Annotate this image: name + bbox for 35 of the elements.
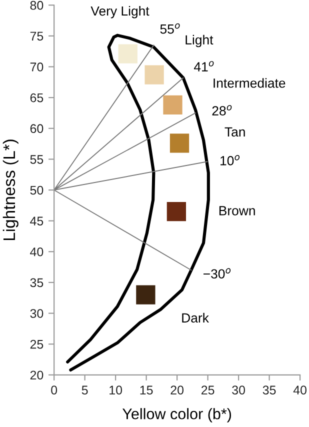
annotation: Light: [186, 34, 214, 48]
annotation: Dark: [182, 312, 209, 323]
y-tick-label: 45: [30, 216, 44, 226]
y-tick-label: 60: [30, 124, 44, 134]
x-tick-label: 15: [140, 386, 153, 395]
y-tick-label: 30: [30, 309, 44, 318]
x-tick-label: 25: [201, 386, 214, 395]
annotation: 55$^{o}$: [160, 23, 180, 34]
y-tick-label: 65: [30, 93, 44, 102]
x-axis-title: Yellow color (b*): [122, 408, 232, 422]
y-tick-label: 55: [30, 155, 44, 164]
y-tick-label: 20: [30, 370, 44, 380]
annotation: Very Light: [90, 6, 150, 18]
y-tick-label: 40: [30, 247, 44, 256]
annotation: 10$^{o}$: [220, 155, 240, 166]
annotation: Brown: [219, 206, 255, 216]
annotation: Tan: [224, 127, 245, 137]
x-tick-label: 20: [170, 386, 184, 395]
x-tick-label: 40: [293, 386, 307, 395]
x-tick-label: 10: [110, 386, 122, 395]
annotation: 41$^{o}$: [194, 61, 214, 72]
x-tick-label: 0: [51, 386, 58, 395]
y-tick-label: 75: [30, 32, 44, 41]
x-tick-label: 5: [82, 386, 88, 395]
x-tick-label: 35: [262, 386, 276, 395]
annotation: 28$^{o}$: [212, 105, 232, 116]
y-tick-label: 80: [30, 0, 44, 10]
y-tick-label: 70: [30, 62, 44, 72]
annotation: Intermediate: [214, 78, 286, 88]
x-tick-label: 30: [232, 386, 246, 395]
annotation: −30$^{o}$: [203, 268, 231, 279]
y-tick-label: 25: [30, 340, 44, 349]
y-axis-title: Lightness (L*): [2, 140, 18, 240]
y-tick-label: 35: [30, 278, 44, 288]
y-tick-label: 50: [30, 186, 44, 195]
